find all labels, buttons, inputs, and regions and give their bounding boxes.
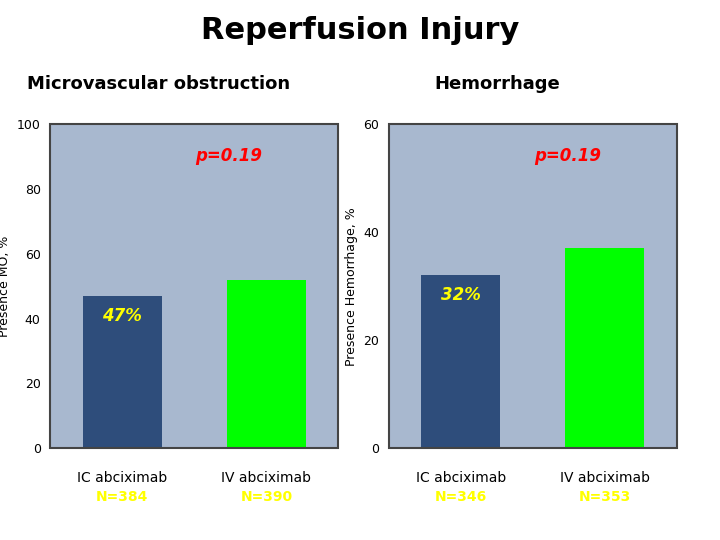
Text: 47%: 47% [102,307,143,325]
Text: IC abciximab: IC abciximab [415,471,506,485]
Text: N=353: N=353 [579,490,631,504]
Text: p=0.19: p=0.19 [534,147,601,165]
Bar [421,275,500,448]
Text: N=390: N=390 [240,490,292,504]
Y-axis label: Presence MO, %: Presence MO, % [0,235,12,337]
Y-axis label: Presence Hemorrhage, %: Presence Hemorrhage, % [345,207,358,366]
Text: IC abciximab: IC abciximab [77,471,168,485]
Text: 37%: 37% [585,259,625,277]
Text: N=384: N=384 [96,490,148,504]
Text: p=0.19: p=0.19 [195,147,263,165]
Bar [565,248,644,448]
Text: N=346: N=346 [435,490,487,504]
Text: Microvascular obstruction: Microvascular obstruction [27,75,290,93]
Text: 32%: 32% [441,286,481,304]
Text: 52%: 52% [246,291,287,309]
Text: Reperfusion Injury: Reperfusion Injury [201,16,519,45]
Text: IV abciximab: IV abciximab [560,471,650,485]
Text: Hemorrhage: Hemorrhage [434,75,559,93]
Bar [83,296,162,448]
Text: IV abciximab: IV abciximab [222,471,311,485]
Bar [227,280,306,448]
